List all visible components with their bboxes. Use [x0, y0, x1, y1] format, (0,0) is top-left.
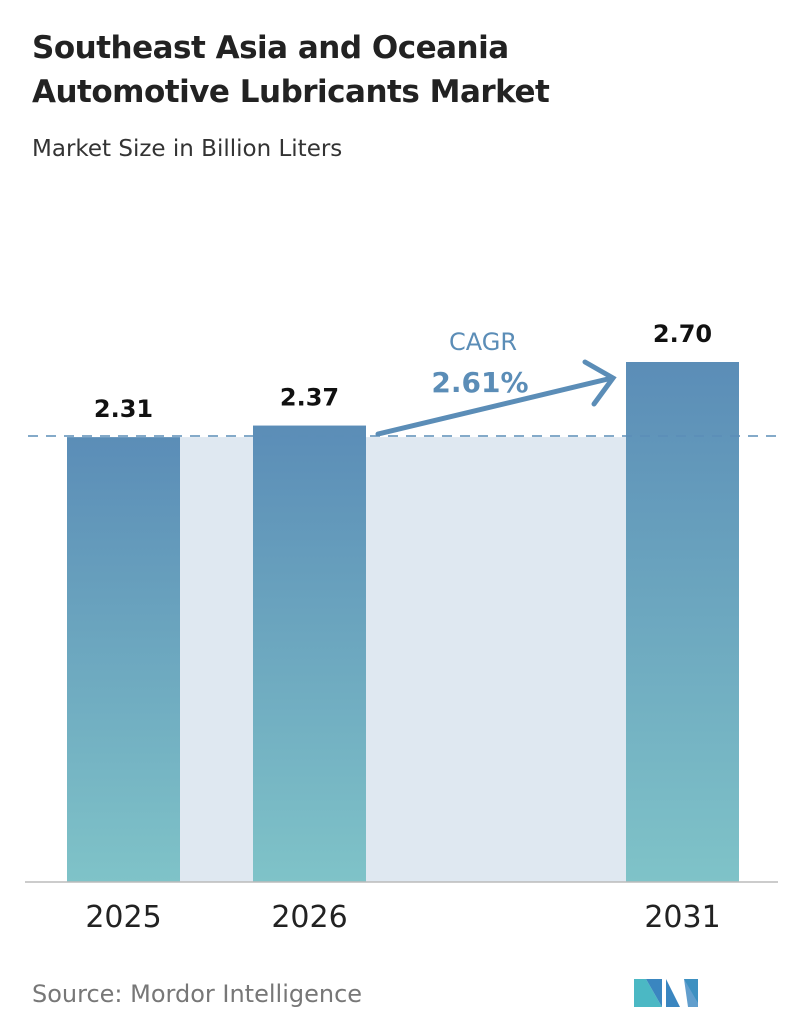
chart-title: Southeast Asia and Oceania Automotive Lu…: [32, 26, 550, 114]
data-label-2025: 2.31: [94, 395, 153, 423]
x-tick-2025: 2025: [85, 900, 161, 935]
mordor-intelligence-logo: [634, 979, 698, 1007]
cagr-value: 2.61%: [431, 366, 528, 399]
chart-subtitle: Market Size in Billion Liters: [32, 136, 343, 162]
data-label-2026: 2.37: [280, 384, 339, 412]
background-band: [180, 437, 626, 882]
x-tick-2026: 2026: [271, 900, 347, 935]
title-line-1: Southeast Asia and Oceania: [32, 30, 509, 66]
source-text: Source: Mordor Intelligence: [32, 980, 363, 1008]
bar-2025: [67, 437, 180, 882]
x-tick-2031: 2031: [644, 900, 720, 935]
data-label-2031: 2.70: [653, 320, 712, 348]
bar-2026: [253, 425, 366, 882]
cagr-arrow: [375, 359, 617, 437]
bar-2031: [626, 362, 739, 882]
cagr-label: CAGR: [449, 328, 517, 356]
title-line-2: Automotive Lubricants Market: [32, 74, 550, 110]
